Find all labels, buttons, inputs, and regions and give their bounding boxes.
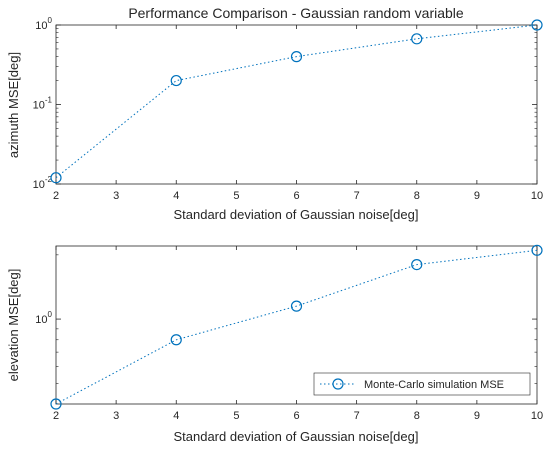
elevation-x-axis-label: Standard deviation of Gaussian noise[deg…	[173, 429, 418, 444]
elevation-x-tick-label: 10	[531, 410, 543, 422]
elevation-y-tick-label: 100	[35, 310, 52, 326]
azimuth-x-tick-label: 7	[354, 190, 360, 202]
elevation-x-tick-label: 8	[414, 410, 420, 422]
azimuth-x-tick-label: 3	[113, 190, 119, 202]
elevation-y-ticks: 100	[35, 254, 537, 384]
elevation-series-line	[55, 249, 538, 405]
azimuth-x-ticks: 2 3 4 5 6 7 8 9 10	[53, 25, 543, 202]
elevation-x-tick-label: 7	[354, 410, 360, 422]
azimuth-x-tick-label: 9	[474, 190, 480, 202]
azimuth-x-tick-label: 5	[233, 190, 239, 202]
azimuth-x-tick-label: 2	[53, 190, 59, 202]
legend-box	[313, 372, 531, 396]
elevation-data-point	[290, 300, 303, 312]
legend-entry-label: Monte-Carlo simulation MSE	[364, 379, 504, 391]
legend: Monte-Carlo simulation MSE	[313, 372, 531, 396]
elevation-data-point	[170, 334, 182, 346]
azimuth-y-tick-label: 10-2	[33, 175, 53, 191]
azimuth-y-tick-label: 100	[35, 16, 52, 32]
elevation-x-tick-label: 6	[293, 410, 299, 422]
azimuth-data-point	[50, 172, 62, 184]
elevation-series	[50, 244, 543, 410]
elevation-x-tick-label: 3	[113, 410, 119, 422]
azimuth-x-axis-label: Standard deviation of Gaussian noise[deg…	[173, 207, 418, 222]
elevation-x-tick-label: 9	[474, 410, 480, 422]
chart-title: Performance Comparison - Gaussian random…	[128, 5, 464, 21]
elevation-y-axis-label: elevation MSE[deg]	[6, 269, 21, 382]
azimuth-y-axis-label: azimuth MSE[deg]	[6, 52, 21, 158]
azimuth-x-tick-label: 10	[531, 190, 543, 202]
azimuth-series	[50, 19, 543, 184]
azimuth-data-point	[170, 74, 182, 87]
legend-marker-sample	[332, 378, 344, 390]
elevation-data-point	[411, 258, 423, 271]
azimuth-x-tick-label: 6	[293, 190, 299, 202]
azimuth-series-line	[55, 24, 538, 179]
azimuth-x-tick-label: 4	[173, 190, 179, 202]
azimuth-y-tick-label: 10-1	[33, 96, 53, 112]
azimuth-y-ticks: 10-2 10-1 100	[33, 16, 537, 191]
azimuth-plot-area	[55, 24, 538, 185]
elevation-x-tick-label: 2	[53, 410, 59, 422]
elevation-data-point	[50, 398, 62, 410]
elevation-axes: Standard deviation of Gaussian noise[deg…	[6, 244, 543, 444]
elevation-data-point	[531, 244, 543, 256]
elevation-x-tick-label: 4	[173, 410, 179, 422]
azimuth-data-point	[411, 33, 423, 45]
elevation-x-tick-label: 5	[233, 410, 239, 422]
azimuth-data-point	[290, 51, 303, 63]
elevation-x-ticks: 2 3 4 5 6 7 8 9 10	[53, 246, 543, 422]
azimuth-axes: Performance Comparison - Gaussian random…	[6, 5, 543, 222]
azimuth-x-tick-label: 8	[414, 190, 420, 202]
azimuth-data-point	[531, 19, 543, 31]
